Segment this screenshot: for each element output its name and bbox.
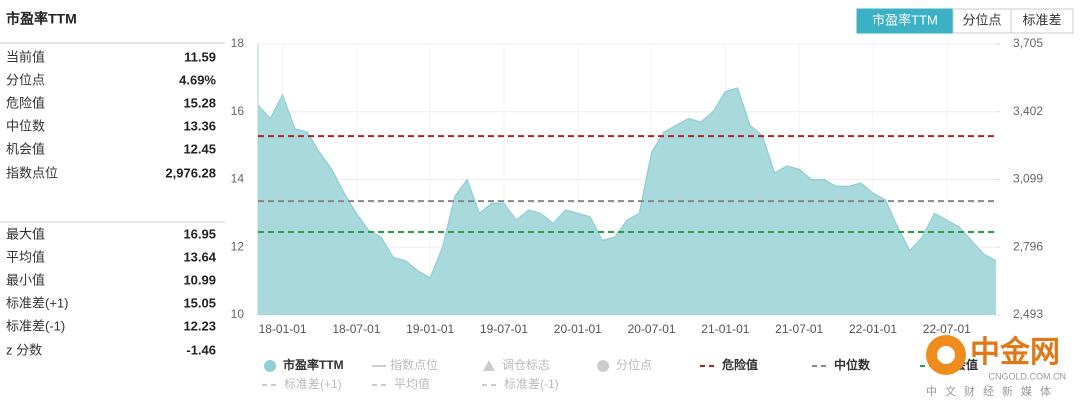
stat-label: 分位点 — [6, 72, 45, 87]
x-tick-label: 19-07-01 — [480, 322, 528, 336]
x-tick-label: 22-07-01 — [923, 322, 971, 336]
logo — [937, 346, 955, 364]
y-tick-label: 16 — [231, 104, 245, 118]
tab-label[interactable]: 市盈率TTM — [872, 12, 938, 27]
stat-label: 标准差(-1) — [6, 318, 65, 333]
stat-label: 指数点位 — [6, 165, 58, 180]
stat-value: 11.59 — [184, 49, 216, 64]
y-tick-label: 18 — [231, 36, 245, 50]
x-tick-label: 19-01-01 — [406, 322, 454, 336]
y-tick-label: 14 — [231, 172, 245, 186]
stat-value: 2,976.28 — [165, 165, 216, 180]
x-tick-label: 18-01-01 — [259, 322, 307, 336]
stat-value: 16.95 — [183, 226, 216, 241]
stat-value: -1.46 — [186, 342, 216, 357]
stat-value: 4.69% — [179, 72, 216, 87]
legend-label[interactable]: 平均值 — [394, 376, 430, 391]
legend-label[interactable]: 市盈率TTM — [283, 357, 344, 372]
stat-label: z 分数 — [6, 342, 42, 357]
tab-label[interactable]: 标准差 — [1022, 12, 1061, 27]
tab[interactable] — [1010, 8, 1074, 34]
x-tick-label: 21-07-01 — [775, 322, 823, 336]
stat-label: 平均值 — [6, 249, 45, 264]
stat-label: 中位数 — [6, 118, 45, 133]
stat-value: 10.99 — [183, 272, 216, 287]
stat-value: 13.36 — [183, 118, 216, 133]
y2-tick-label: 3,705 — [1013, 36, 1043, 50]
x-tick-label: 20-01-01 — [554, 322, 602, 336]
stat-value: 13.64 — [183, 249, 216, 264]
watermark-name: 中金网 — [970, 335, 1060, 369]
legend-label[interactable]: 指数点位 — [390, 357, 438, 372]
stat-label: 当前值 — [6, 49, 45, 64]
tab-label[interactable]: 分位点 — [962, 12, 1001, 27]
legend-label[interactable]: 标准差(+1) — [284, 377, 342, 391]
y-tick-label: 12 — [231, 239, 245, 253]
legend-label[interactable]: 分位点 — [616, 357, 652, 372]
legend-label[interactable]: 标准差(-1) — [504, 377, 559, 391]
x-tick-label: 20-07-01 — [628, 322, 676, 336]
x-tick-label: 18-07-01 — [332, 322, 380, 336]
y-tick-label: 10 — [231, 307, 245, 321]
stat-label: 最大值 — [6, 226, 45, 241]
stat-value: 12.23 — [183, 318, 216, 333]
stat-label: 标准差(+1) — [6, 295, 68, 310]
stat-value: 15.28 — [183, 95, 216, 110]
area — [258, 88, 996, 315]
y2-tick-label: 3,402 — [1013, 104, 1043, 118]
y2-tick-label: 2,796 — [1013, 239, 1043, 253]
stat-label: 最小值 — [6, 272, 45, 287]
legend-marker — [483, 360, 495, 371]
legend-marker — [264, 360, 276, 372]
watermark: 中金网 CNGOLD.COM.CN 中文财经新媒体 — [926, 335, 1066, 398]
area-line — [257, 87, 997, 279]
watermark-url: CNGOLD.COM.CN — [988, 371, 1066, 381]
stat-label: 机会值 — [6, 141, 45, 156]
legend-label[interactable]: 危险值 — [721, 357, 758, 372]
legend-label[interactable]: 调仓标志 — [502, 358, 550, 372]
panel-title: 市盈率TTM — [6, 11, 77, 27]
x-tick-label: 22-01-01 — [849, 322, 897, 336]
stat-value: 15.05 — [183, 295, 216, 310]
y2-tick-label: 3,099 — [1013, 172, 1043, 186]
watermark-slogan: 中文财经新媒体 — [926, 384, 1059, 398]
stat-value: 12.45 — [183, 141, 216, 156]
x-tick-label: 21-01-01 — [701, 322, 749, 336]
y2-tick-label: 2,493 — [1013, 307, 1043, 321]
stat-label: 危险值 — [6, 95, 45, 110]
legend-marker — [597, 360, 609, 372]
legend-label[interactable]: 中位数 — [834, 357, 871, 372]
